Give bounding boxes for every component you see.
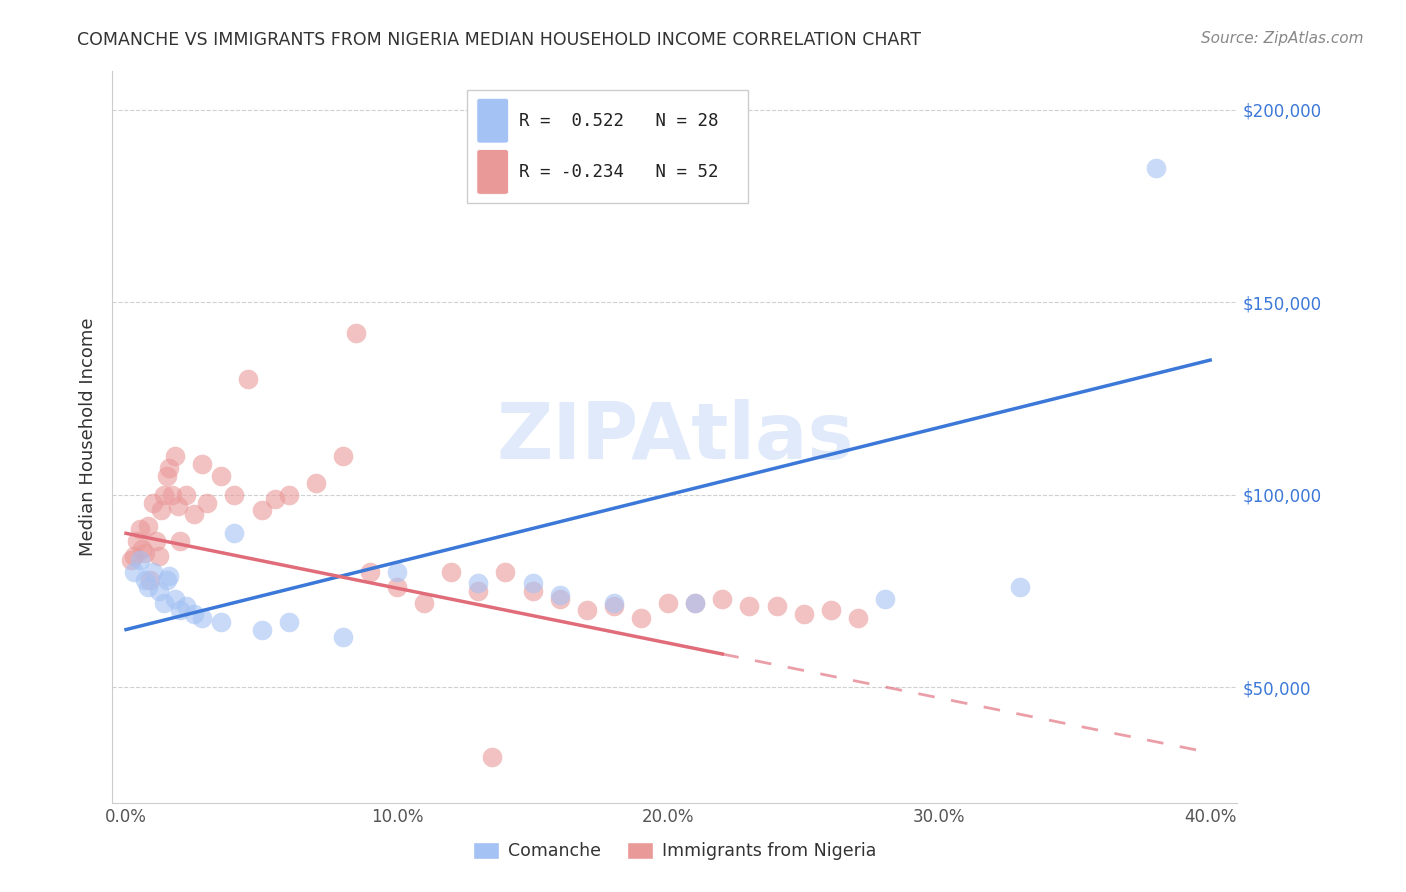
Text: ZIPAtlas: ZIPAtlas (496, 399, 853, 475)
Point (413, 596, 436, 610)
Text: Source: ZipAtlas.com: Source: ZipAtlas.com (1201, 31, 1364, 46)
Point (150, 503, 173, 517)
Text: R = -0.234   N = 52: R = -0.234 N = 52 (519, 163, 718, 181)
Point (195, 495, 218, 509)
Point (139, 573, 162, 587)
FancyBboxPatch shape (477, 98, 509, 143)
Point (738, 599, 761, 614)
Point (191, 611, 214, 625)
Point (224, 488, 246, 502)
Point (128, 523, 150, 537)
Point (250, 623, 273, 637)
Point (793, 607, 815, 622)
Y-axis label: Median Household Income: Median Household Income (79, 318, 97, 557)
Point (157, 461, 180, 475)
Point (711, 591, 734, 606)
Point (657, 596, 679, 610)
Point (305, 476, 328, 491)
Point (495, 565, 517, 579)
Point (467, 584, 489, 599)
Point (250, 503, 273, 517)
Point (148, 584, 170, 599)
Point (1010, 580, 1032, 594)
Point (209, 615, 232, 629)
Point (765, 599, 787, 614)
Point (440, 565, 463, 579)
Point (134, 545, 156, 559)
Point (142, 495, 165, 509)
Point (873, 591, 896, 606)
Point (630, 611, 652, 625)
Point (603, 599, 626, 614)
Point (148, 549, 170, 564)
Point (575, 603, 598, 617)
Text: COMANCHE VS IMMIGRANTS FROM NIGERIA MEDIAN HOUSEHOLD INCOME CORRELATION CHART: COMANCHE VS IMMIGRANTS FROM NIGERIA MEDI… (77, 31, 921, 49)
Point (264, 491, 287, 506)
Point (131, 541, 153, 556)
Point (156, 468, 179, 483)
Point (277, 488, 299, 502)
Point (145, 534, 167, 549)
Point (548, 591, 571, 606)
Point (481, 749, 503, 764)
Point (134, 573, 156, 587)
Legend: Comanche, Immigrants from Nigeria: Comanche, Immigrants from Nigeria (467, 835, 883, 867)
Point (820, 603, 842, 617)
Point (1144, 161, 1167, 175)
Point (120, 553, 142, 567)
Point (122, 549, 145, 564)
FancyBboxPatch shape (467, 90, 748, 203)
Point (344, 326, 367, 340)
Point (603, 596, 626, 610)
Point (169, 603, 191, 617)
Point (166, 500, 188, 514)
Point (846, 611, 869, 625)
Point (332, 630, 354, 644)
FancyBboxPatch shape (477, 150, 509, 194)
Point (224, 526, 246, 541)
Point (548, 588, 571, 602)
Point (153, 596, 176, 610)
Point (277, 615, 299, 629)
Point (191, 457, 214, 471)
Point (122, 565, 145, 579)
Point (128, 553, 150, 567)
Point (157, 568, 180, 582)
Point (174, 488, 197, 502)
Point (209, 468, 232, 483)
Point (467, 576, 489, 591)
Point (359, 565, 381, 579)
Point (136, 580, 159, 594)
Point (522, 584, 544, 599)
Point (163, 591, 186, 606)
Text: R =  0.522   N = 28: R = 0.522 N = 28 (519, 112, 718, 129)
Point (183, 607, 205, 622)
Point (174, 599, 197, 614)
Point (183, 507, 205, 521)
Point (332, 450, 354, 464)
Point (169, 534, 191, 549)
Point (125, 534, 148, 549)
Point (163, 450, 186, 464)
Point (136, 518, 159, 533)
Point (522, 576, 544, 591)
Point (385, 580, 408, 594)
Point (156, 573, 179, 587)
Point (236, 372, 259, 386)
Point (683, 596, 706, 610)
Point (385, 565, 408, 579)
Point (153, 488, 176, 502)
Point (142, 565, 165, 579)
Point (683, 596, 706, 610)
Point (160, 488, 183, 502)
